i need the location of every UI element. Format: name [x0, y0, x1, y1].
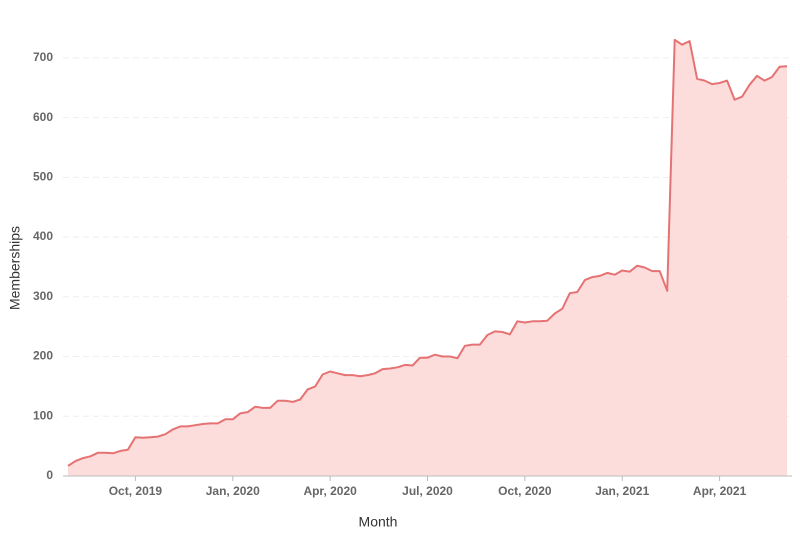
- y-tick-label: 700: [33, 50, 53, 64]
- y-tick-label: 100: [33, 408, 53, 422]
- x-tick-label: Oct, 2019: [109, 484, 163, 498]
- y-tick-label: 0: [46, 468, 53, 482]
- y-tick-label: 300: [33, 289, 53, 303]
- y-tick-label: 400: [33, 229, 53, 243]
- x-tick-label: Jan, 2020: [206, 484, 260, 498]
- x-tick-label: Apr, 2020: [303, 484, 357, 498]
- x-axis-title: Month: [359, 514, 398, 530]
- x-tick-label: Oct, 2020: [498, 484, 552, 498]
- x-tick-label: Jul, 2020: [402, 484, 453, 498]
- x-tick-label: Jan, 2021: [595, 484, 649, 498]
- x-tick-label: Apr, 2021: [693, 484, 747, 498]
- y-tick-label: 600: [33, 110, 53, 124]
- y-tick-label: 200: [33, 349, 53, 363]
- y-tick-label: 500: [33, 170, 53, 184]
- y-axis-title: Memberships: [7, 226, 23, 310]
- area: [68, 39, 787, 477]
- line: [67, 38, 788, 467]
